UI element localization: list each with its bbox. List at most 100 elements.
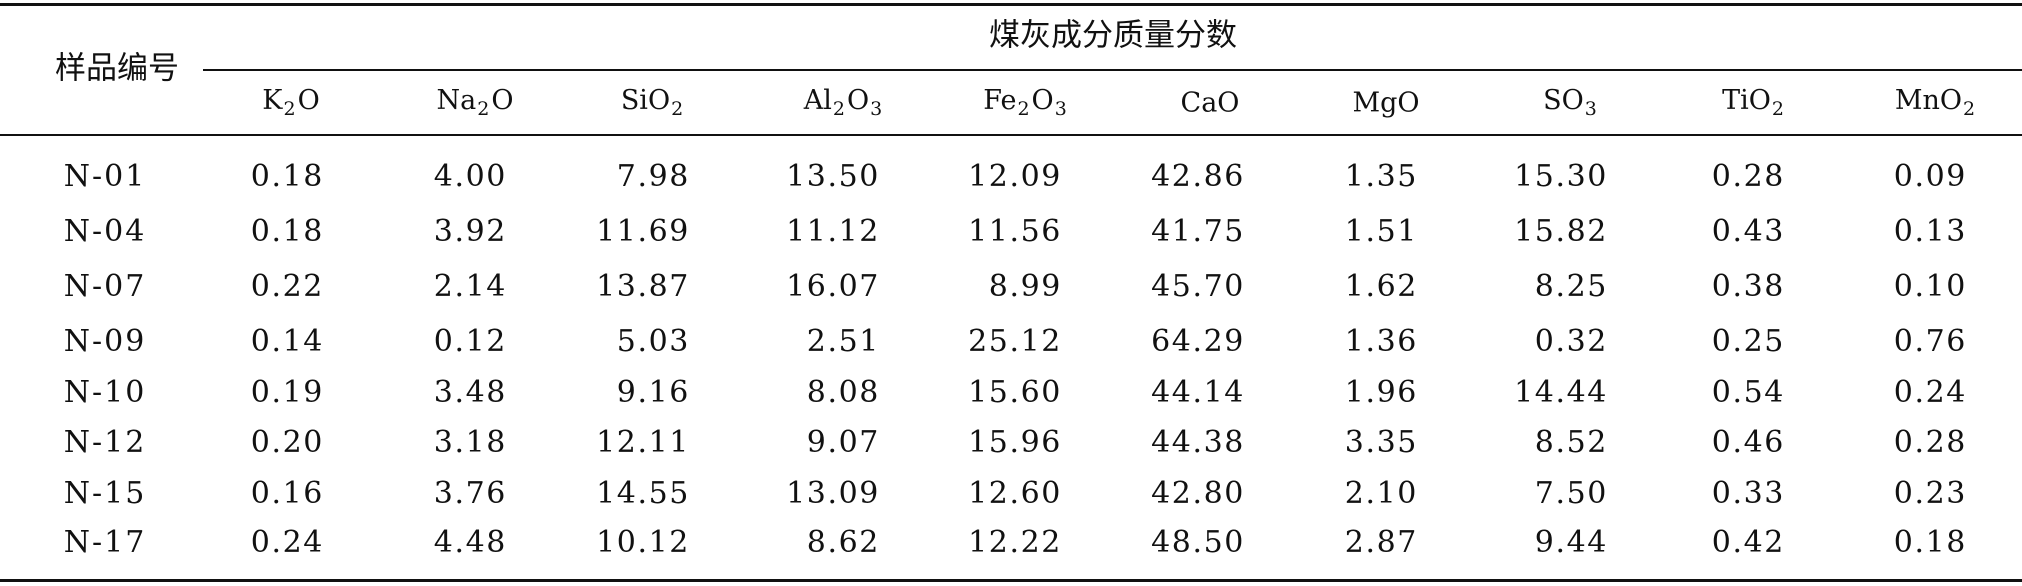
value-cell: 12.22: [968, 525, 1062, 560]
value-cell: 3.48: [433, 375, 507, 410]
value-cell: 45.70: [1151, 269, 1245, 304]
column-header: TiO2: [1722, 85, 1784, 120]
value-cell: 2.10: [1344, 476, 1418, 511]
value-cell: 0.18: [1893, 525, 1967, 560]
value-cell: 3.92: [433, 214, 507, 249]
value-cell: 0.32: [1534, 324, 1608, 359]
value-cell: 11.12: [786, 214, 880, 249]
group-header-rule: [203, 69, 2022, 71]
value-cell: 0.16: [250, 476, 324, 511]
value-cell: 7.98: [616, 159, 690, 194]
value-cell: 8.99: [988, 269, 1062, 304]
value-cell: 0.14: [250, 324, 324, 359]
column-header: SO3: [1543, 85, 1597, 120]
value-cell: 13.87: [596, 269, 690, 304]
value-cell: 0.28: [1893, 425, 1967, 460]
value-cell: 42.86: [1151, 159, 1245, 194]
value-cell: 0.43: [1711, 214, 1785, 249]
value-cell: 8.08: [806, 375, 880, 410]
header-rule: [0, 134, 2022, 136]
value-cell: 0.33: [1711, 476, 1785, 511]
ash-composition-header: 煤灰成分质量分数: [989, 17, 1237, 54]
value-cell: 3.35: [1344, 425, 1418, 460]
value-cell: 2.87: [1344, 525, 1418, 560]
value-cell: 8.52: [1534, 425, 1608, 460]
column-header: Na2O: [436, 85, 514, 120]
value-cell: 15.96: [968, 425, 1062, 460]
value-cell: 13.50: [786, 159, 880, 194]
value-cell: 0.38: [1711, 269, 1785, 304]
value-cell: 15.82: [1514, 214, 1608, 249]
value-cell: 64.29: [1151, 324, 1245, 359]
value-cell: 3.18: [433, 425, 507, 460]
value-cell: 14.55: [596, 476, 690, 511]
sample-id-cell: N-01: [63, 159, 147, 194]
value-cell: 0.18: [250, 159, 324, 194]
value-cell: 12.60: [968, 476, 1062, 511]
sample-id-cell: N-12: [63, 425, 147, 460]
value-cell: 2.51: [806, 324, 880, 359]
value-cell: 0.76: [1893, 324, 1967, 359]
value-cell: 8.62: [806, 525, 880, 560]
value-cell: 4.48: [433, 525, 507, 560]
value-cell: 9.07: [806, 425, 880, 460]
value-cell: 16.07: [786, 269, 880, 304]
value-cell: 14.44: [1514, 375, 1608, 410]
value-cell: 1.62: [1344, 269, 1418, 304]
column-header: MnO2: [1894, 85, 1976, 120]
value-cell: 0.25: [1711, 324, 1785, 359]
value-cell: 4.00: [433, 159, 507, 194]
value-cell: 1.96: [1344, 375, 1418, 410]
value-cell: 13.09: [786, 476, 880, 511]
value-cell: 42.80: [1151, 476, 1245, 511]
value-cell: 2.14: [433, 269, 507, 304]
value-cell: 0.28: [1711, 159, 1785, 194]
value-cell: 9.16: [616, 375, 690, 410]
column-header: CaO: [1180, 87, 1240, 119]
value-cell: 0.19: [250, 375, 324, 410]
value-cell: 0.10: [1893, 269, 1967, 304]
sample-id-cell: N-04: [63, 214, 147, 249]
top-rule: [0, 3, 2022, 6]
value-cell: 0.24: [250, 525, 324, 560]
value-cell: 0.09: [1893, 159, 1967, 194]
value-cell: 1.36: [1344, 324, 1418, 359]
column-header: K2O: [262, 85, 320, 120]
sample-id-cell: N-15: [63, 476, 147, 511]
value-cell: 0.46: [1711, 425, 1785, 460]
value-cell: 0.20: [250, 425, 324, 460]
bottom-rule: [0, 579, 2022, 582]
value-cell: 41.75: [1151, 214, 1245, 249]
value-cell: 25.12: [968, 324, 1062, 359]
value-cell: 0.54: [1711, 375, 1785, 410]
value-cell: 48.50: [1151, 525, 1245, 560]
value-cell: 0.18: [250, 214, 324, 249]
value-cell: 5.03: [616, 324, 690, 359]
value-cell: 0.13: [1893, 214, 1967, 249]
sample-id-cell: N-09: [63, 324, 147, 359]
value-cell: 9.44: [1534, 525, 1608, 560]
value-cell: 12.09: [968, 159, 1062, 194]
value-cell: 1.35: [1344, 159, 1418, 194]
value-cell: 15.60: [968, 375, 1062, 410]
value-cell: 0.12: [433, 324, 507, 359]
value-cell: 0.24: [1893, 375, 1967, 410]
column-header: Fe2O3: [983, 85, 1067, 120]
sample-id-cell: N-17: [63, 525, 147, 560]
value-cell: 12.11: [596, 425, 690, 460]
sample-id-cell: N-10: [63, 375, 147, 410]
column-header: SiO2: [620, 85, 684, 120]
value-cell: 10.12: [596, 525, 690, 560]
value-cell: 0.23: [1893, 476, 1967, 511]
value-cell: 8.25: [1534, 269, 1608, 304]
column-header: Al2O3: [803, 85, 883, 120]
sample-id-cell: N-07: [63, 269, 147, 304]
value-cell: 1.51: [1344, 214, 1418, 249]
value-cell: 3.76: [433, 476, 507, 511]
value-cell: 15.30: [1514, 159, 1608, 194]
value-cell: 44.38: [1151, 425, 1245, 460]
value-cell: 7.50: [1534, 476, 1608, 511]
value-cell: 11.69: [596, 214, 690, 249]
value-cell: 0.42: [1711, 525, 1785, 560]
column-header: MgO: [1352, 87, 1420, 119]
